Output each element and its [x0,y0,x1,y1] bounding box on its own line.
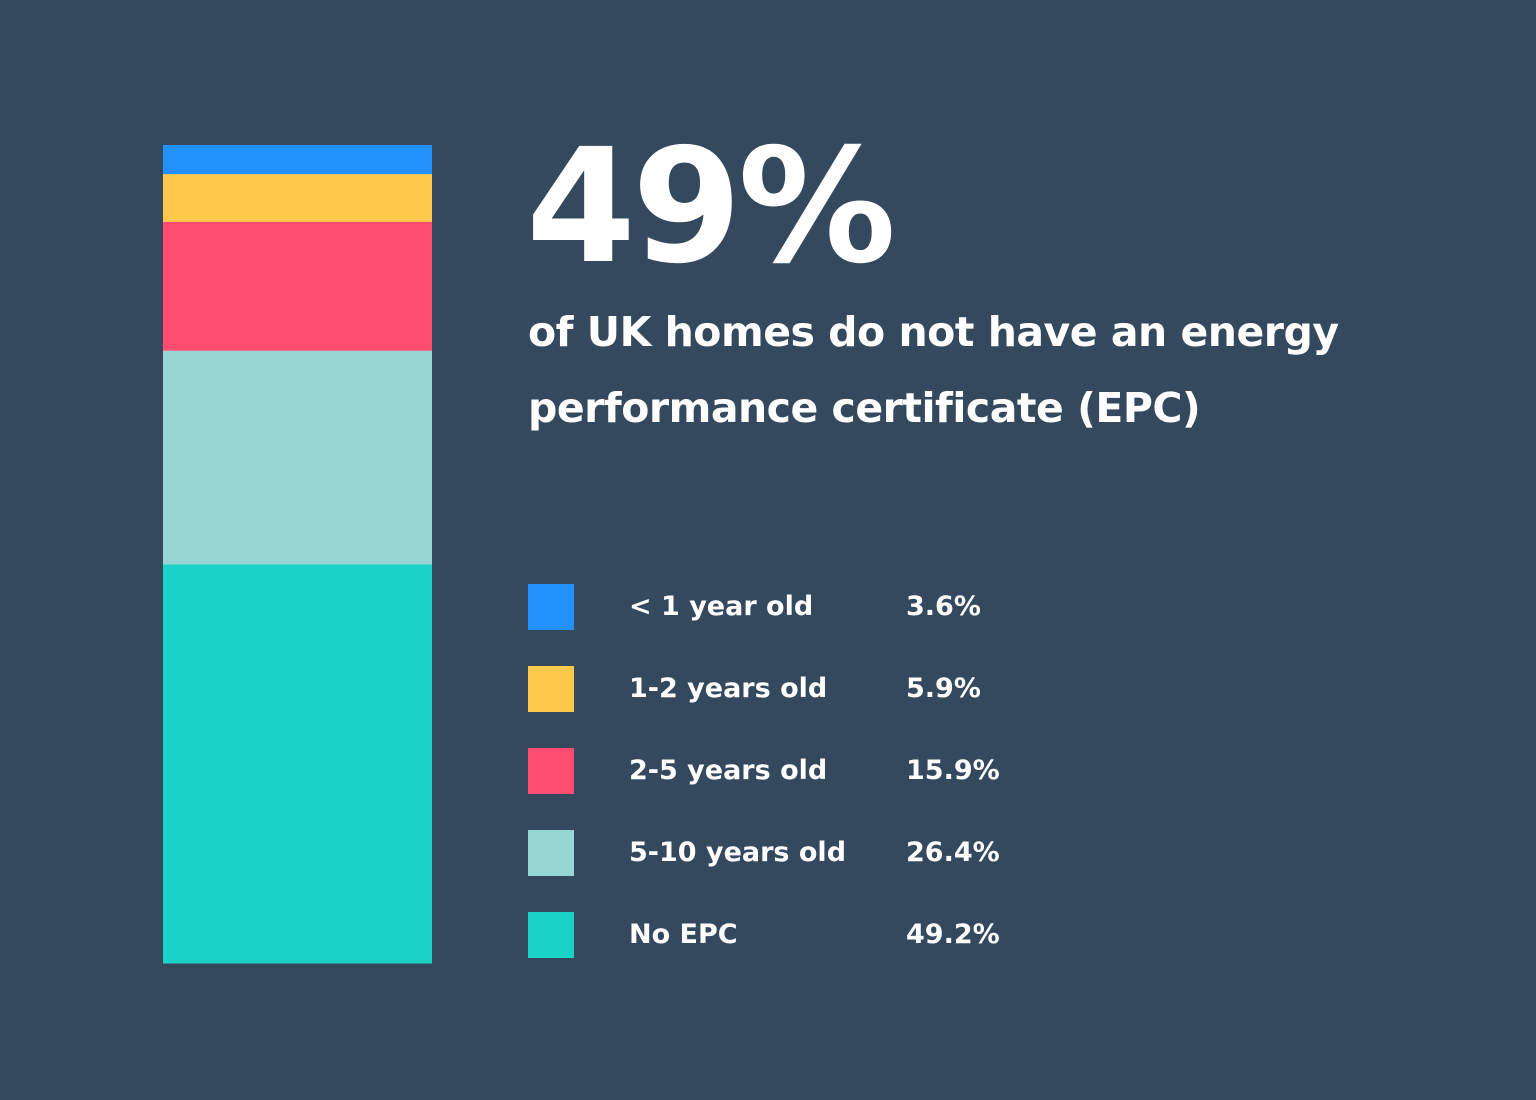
legend-swatch [528,748,574,794]
legend-swatch [528,830,574,876]
bar-segment-2 [163,174,432,223]
legend-label: < 1 year old [629,591,814,622]
legend-value: 49.2% [906,919,1000,950]
legend-label: 1-2 years old [629,673,828,704]
legend-swatch [528,666,574,712]
bar-segment-3 [163,221,432,352]
headline-text: of UK homes do not have an energy perfor… [528,308,1339,432]
legend-label: No EPC [629,919,738,950]
legend-swatch [528,912,574,958]
legend-label: 2-5 years old [629,755,828,786]
headline-percent: 49% [526,115,896,299]
legend-value: 3.6% [906,591,981,622]
bar-segment-4 [163,350,432,566]
legend-swatch [528,584,574,630]
legend-item: 1-2 years old 5.9% [528,666,1228,712]
legend-label: 5-10 years old [629,837,847,868]
legend-value: 15.9% [906,755,1000,786]
bar-segment-1 [163,145,432,175]
legend: < 1 year old 3.6% 1-2 years old 5.9% 2-5 yea… [528,0,1228,1100]
legend-item: 2-5 years old 15.9% [528,748,1228,794]
legend-item: No EPC 49.2% [528,912,1228,958]
bar-segment-5 [163,564,432,964]
legend-item: 5-10 years old 26.4% [528,830,1228,876]
legend-value: 26.4% [906,837,1000,868]
legend-item: < 1 year old 3.6% [528,584,1228,630]
legend-value: 5.9% [906,673,981,704]
